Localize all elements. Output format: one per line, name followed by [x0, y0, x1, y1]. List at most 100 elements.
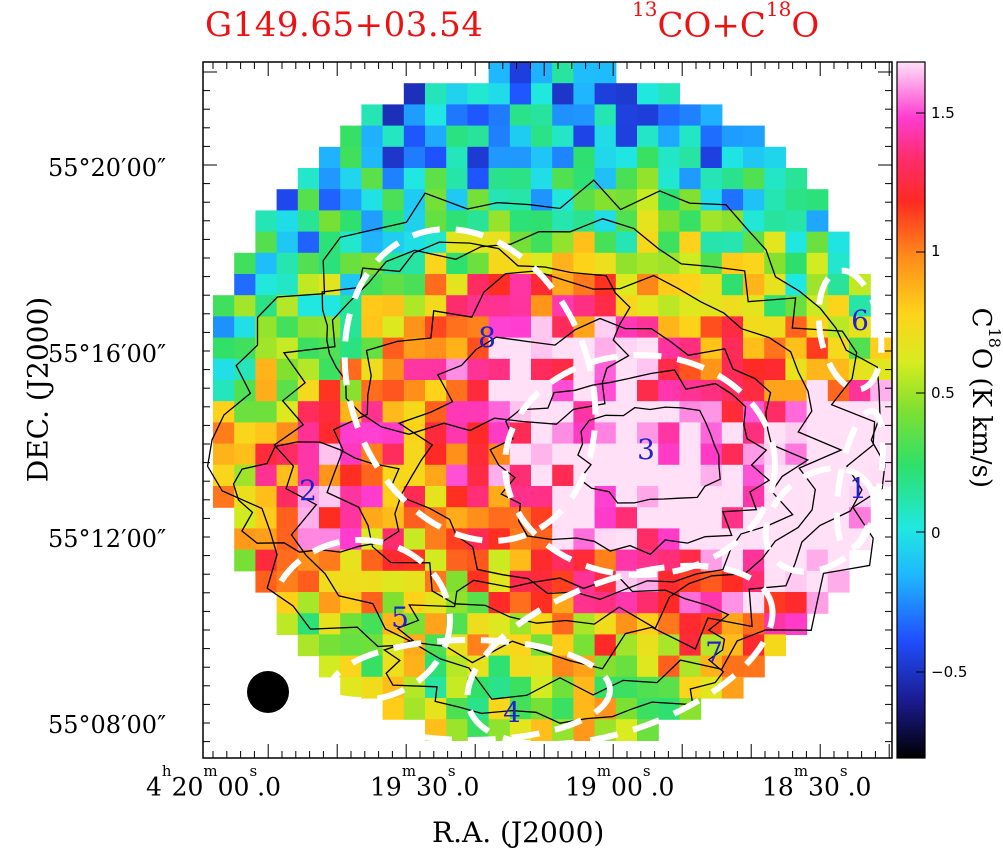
map-pixel: [382, 443, 405, 466]
map-pixel: [319, 549, 341, 572]
map-pixel: [658, 125, 680, 148]
map-pixel: [297, 634, 320, 657]
map-pixel: [743, 189, 765, 211]
map-pixel: [509, 380, 532, 402]
map-pixel: [827, 422, 850, 445]
map-pixel: [637, 422, 659, 445]
map-pixel: [721, 274, 744, 296]
map-pixel: [573, 570, 596, 593]
clump-ellipse: [762, 465, 878, 575]
axis-ticks: [203, 62, 892, 758]
map-pixel: [319, 422, 341, 445]
map-pixel: [679, 507, 702, 529]
map-pixel: [488, 104, 511, 127]
map-pixel: [615, 464, 638, 487]
map-pixel: [340, 528, 362, 551]
map-pixel: [594, 210, 617, 233]
map-pixel: [764, 146, 786, 169]
clump-label: 4: [503, 696, 521, 729]
map-pixel: [552, 104, 574, 127]
map-pixel: [467, 210, 490, 233]
map-pixel: [297, 189, 320, 211]
map-pixel: [509, 422, 532, 445]
map-pixel: [509, 210, 532, 233]
map-pixel: [276, 443, 299, 466]
map-pixel: [403, 104, 426, 127]
map-pixel: [721, 252, 744, 275]
map-pixel: [615, 655, 638, 678]
map-pixel: [658, 252, 680, 275]
map-pixel: [700, 337, 723, 360]
map-pixel: [573, 168, 596, 190]
map-pixel: [573, 104, 596, 127]
map-pixel: [806, 380, 829, 402]
map-pixel: [806, 401, 829, 423]
map-pixel: [276, 486, 299, 508]
map-pixel: [552, 210, 574, 233]
map-pixel: [615, 380, 638, 402]
map-pixel: [297, 592, 320, 614]
x-tick-fraction: .0: [650, 772, 675, 802]
map-pixel: [849, 295, 871, 317]
map-pixel: [785, 316, 808, 339]
map-pixel: [721, 189, 744, 211]
contour-line: [326, 270, 843, 630]
map-pixel: [743, 549, 765, 572]
map-pixel: [509, 570, 532, 593]
y-tick-label: 55°12′00″: [48, 525, 167, 553]
clump-label: 6: [851, 304, 869, 337]
map-pixel: [255, 549, 278, 572]
x-tick-minutes-unit: m: [203, 762, 218, 780]
map-pixel: [531, 146, 553, 169]
map-pixel: [488, 316, 511, 339]
map-pixel: [743, 316, 765, 339]
colorbar-label-rest: O (K km/s): [966, 347, 997, 488]
map-pixel: [467, 486, 490, 508]
map-pixel: [615, 231, 638, 254]
map-pixel: [806, 507, 829, 529]
map-pixel: [552, 401, 574, 423]
map-pixel: [615, 422, 638, 445]
map-pixel: [382, 380, 405, 402]
map-pixel: [509, 189, 532, 211]
map-pixel: [446, 168, 468, 190]
map-pixel: [425, 316, 447, 339]
map-pixel: [531, 168, 553, 190]
map-pixel: [637, 295, 659, 317]
x-tick-hours: 4: [146, 772, 162, 802]
map-pixel: [637, 316, 659, 339]
map-pixel: [255, 507, 278, 529]
map-pixel: [531, 210, 553, 233]
map-pixel: [297, 464, 320, 487]
contour-line: [273, 218, 876, 670]
map-pixel: [276, 613, 299, 635]
map-pixel: [679, 655, 702, 678]
map-pixel: [700, 231, 723, 254]
map-pixel: [679, 210, 702, 233]
map-pixel: [743, 358, 765, 381]
map-pixel: [234, 443, 256, 466]
clump-ellipse: [464, 562, 776, 748]
map-pixel: [806, 210, 829, 233]
map-pixel: [743, 464, 765, 487]
map-pixel: [658, 210, 680, 233]
map-pixel: [446, 443, 468, 466]
map-pixel: [700, 210, 723, 233]
map-pixel: [382, 592, 405, 614]
map-pixel: [531, 592, 553, 614]
map-pixel: [743, 231, 765, 254]
map-pixel: [509, 337, 532, 360]
map-pixel: [531, 570, 553, 593]
map-pixel: [721, 486, 744, 508]
map-pixel: [531, 443, 553, 466]
map-pixel: [467, 125, 490, 148]
map-pixel: [615, 634, 638, 657]
map-pixel: [658, 698, 680, 720]
map-pixel: [764, 210, 786, 233]
map-pixel: [658, 231, 680, 254]
map-pixel: [785, 380, 808, 402]
map-pixel: [213, 337, 235, 360]
map-pixel: [700, 189, 723, 211]
x-tick-fraction: .0: [455, 772, 480, 802]
map-pixel: [764, 316, 786, 339]
